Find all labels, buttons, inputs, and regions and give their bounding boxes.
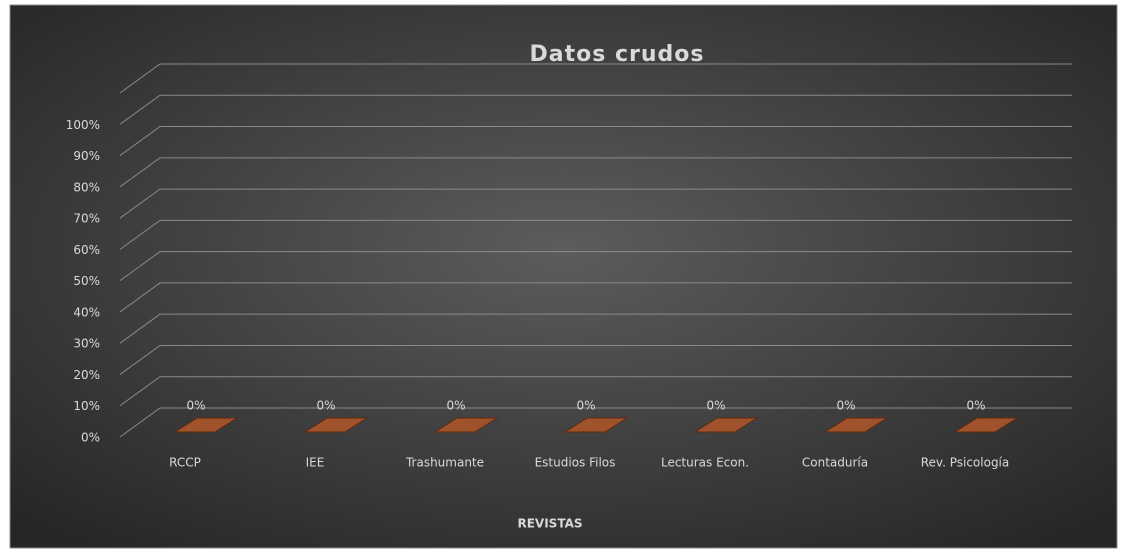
bar-top	[303, 417, 369, 433]
bar	[693, 417, 759, 433]
bar-top	[823, 417, 889, 433]
x-axis-title: REVISTAS	[517, 517, 582, 531]
x-tick-label: IEE	[306, 456, 325, 470]
x-tick-label: Trashumante	[405, 456, 484, 470]
bar-top	[173, 417, 239, 433]
x-tick-label: Estudios Filos	[535, 456, 616, 470]
y-tick-label: 50%	[73, 274, 100, 288]
value-label: 0%	[316, 399, 335, 413]
grid-line	[119, 313, 1072, 344]
bar-top	[563, 417, 629, 433]
x-tick-label: Contaduría	[802, 456, 868, 470]
bar	[433, 417, 499, 433]
y-tick-label: 80%	[73, 180, 100, 194]
grid-line	[119, 407, 1072, 438]
x-tick-label: Lecturas Econ.	[661, 456, 749, 470]
y-tick-label: 100%	[66, 118, 100, 132]
grid-line	[119, 94, 1072, 125]
grid-line	[119, 344, 1072, 375]
y-tick-label: 60%	[73, 243, 100, 257]
bar	[173, 417, 239, 433]
value-label: 0%	[576, 399, 595, 413]
bar	[563, 417, 629, 433]
value-label: 0%	[836, 399, 855, 413]
value-label: 0%	[966, 399, 985, 413]
value-label: 0%	[446, 399, 465, 413]
grid-line	[119, 282, 1072, 313]
bar-top	[693, 417, 759, 433]
grid-line	[119, 188, 1072, 219]
grid-line	[119, 63, 1072, 94]
bar	[303, 417, 369, 433]
grid-line	[119, 157, 1072, 188]
chart-title: Datos crudos	[529, 42, 704, 67]
y-tick-label: 40%	[73, 305, 100, 319]
bar	[953, 417, 1019, 433]
value-label: 0%	[186, 399, 205, 413]
bar-top	[433, 417, 499, 433]
grid-line	[119, 376, 1072, 407]
y-tick-label: 0%	[81, 431, 100, 445]
grid-line	[119, 251, 1072, 282]
bar-top	[953, 417, 1019, 433]
x-tick-label: Rev. Psicología	[921, 456, 1010, 470]
x-tick-label: RCCP	[169, 456, 201, 470]
value-label: 0%	[706, 399, 725, 413]
y-tick-label: 90%	[73, 149, 100, 163]
y-tick-label: 30%	[73, 337, 100, 351]
y-tick-label: 70%	[73, 212, 100, 226]
bar	[823, 417, 889, 433]
grid-line	[119, 219, 1072, 250]
y-tick-label: 10%	[73, 399, 100, 413]
y-tick-label: 20%	[73, 368, 100, 382]
grid-line	[119, 126, 1072, 156]
